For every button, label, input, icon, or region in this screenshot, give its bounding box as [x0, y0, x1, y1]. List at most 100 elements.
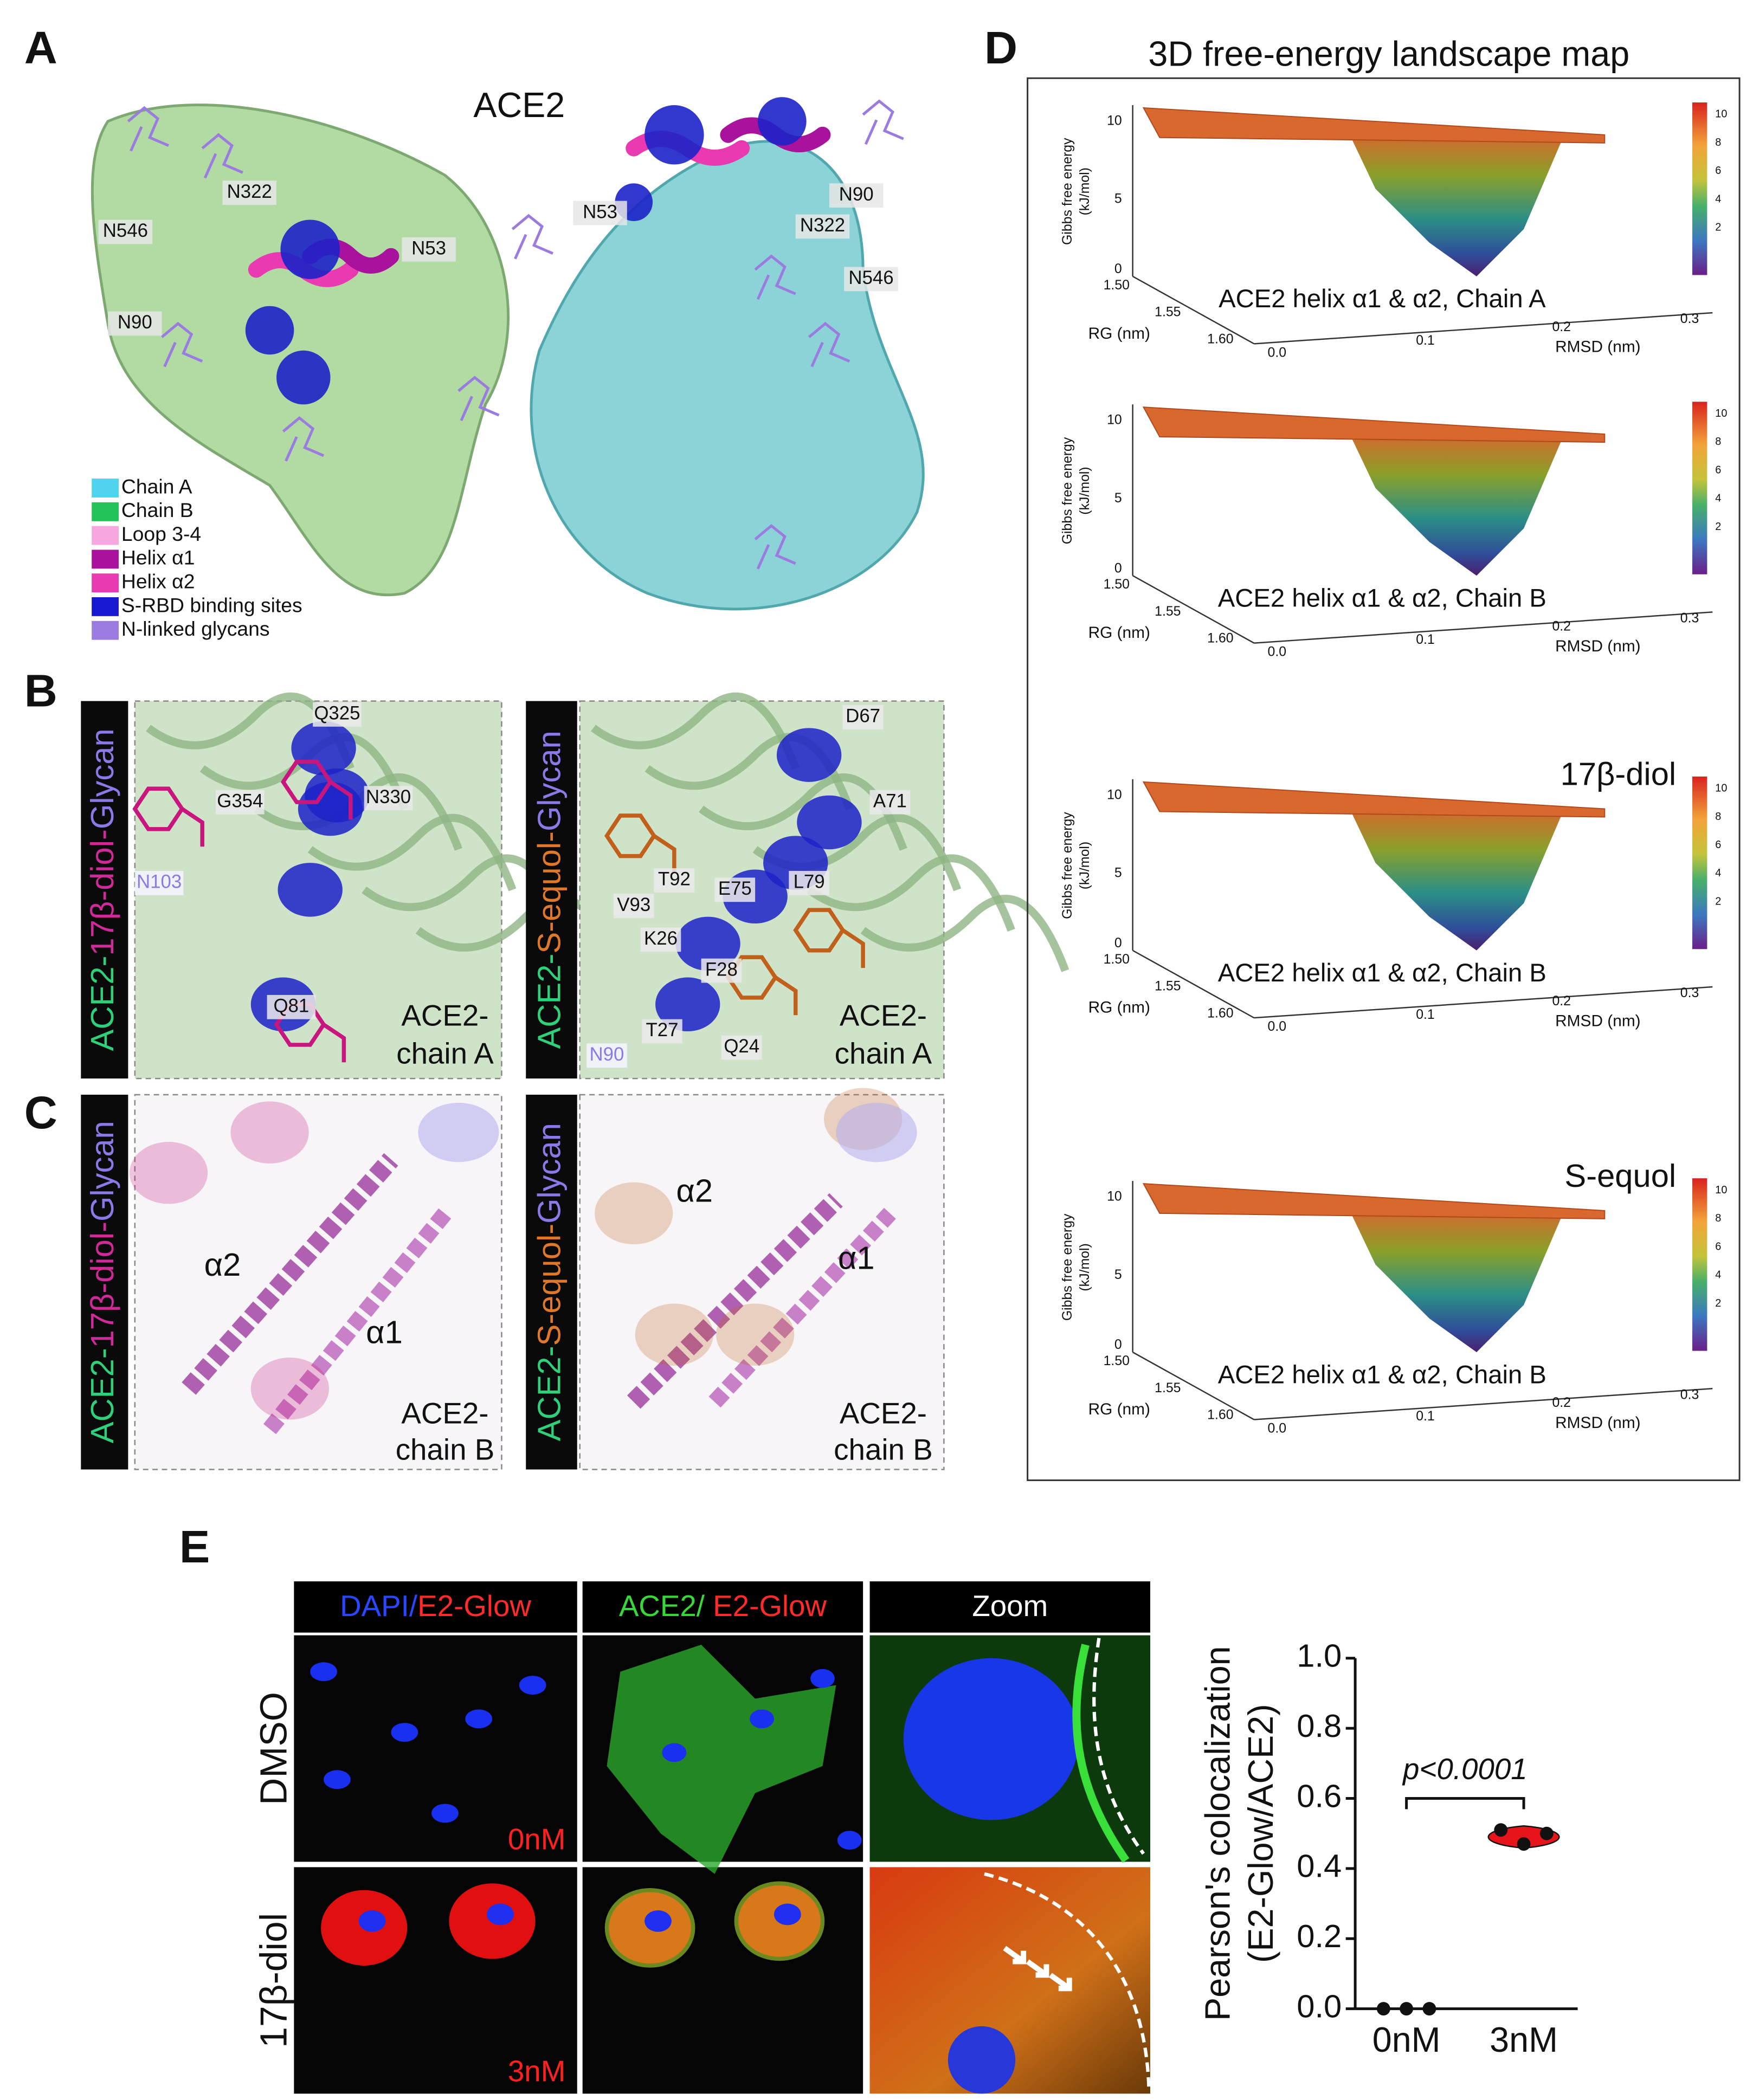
tick-label: 1.55 [1155, 305, 1181, 320]
axis-title: Gibbs free energy [1060, 1213, 1075, 1321]
colorbar [1692, 776, 1707, 949]
ligand [280, 759, 353, 820]
residue-label: F28 [705, 959, 738, 980]
tick-label: 1.60 [1207, 1407, 1233, 1423]
nucleus [645, 1910, 672, 1932]
residue-tag [714, 877, 756, 902]
nucleus [487, 1903, 514, 1925]
axis-title: Gibbs free energy [1060, 437, 1075, 544]
surface-funnel [1348, 132, 1564, 276]
legend-label: Helix α1 [121, 546, 195, 569]
tick-label: 0.3 [1680, 1387, 1699, 1402]
residue-tag [364, 786, 413, 811]
legend-label: S-RBD binding sites [121, 593, 302, 616]
residue-label: N90 [590, 1044, 624, 1065]
residue-tag [313, 702, 362, 727]
tick-label: 0.0 [1268, 345, 1287, 360]
nucleus [948, 2026, 1016, 2094]
residue-label: Q325 [314, 703, 360, 724]
tick-label: 0.1 [1416, 632, 1435, 647]
column-header-part: DAPI/ [340, 1589, 418, 1623]
binding-site [797, 795, 862, 850]
column-header-part: E2-Glow [417, 1589, 531, 1623]
dose-label: 0nM [508, 1823, 565, 1856]
nucleus [837, 1831, 862, 1850]
chain-a-structure [530, 140, 925, 611]
legend-swatch [92, 573, 119, 593]
residue-tag [573, 201, 627, 225]
panel-title: 3D free-energy landscape map [1148, 34, 1629, 74]
side-bar [526, 701, 577, 1079]
arrow [1003, 1946, 1027, 1965]
helix-label: α2 [676, 1172, 713, 1209]
colorbar-tick: 8 [1715, 436, 1721, 448]
tick-label: 1.55 [1155, 604, 1181, 619]
tick-label: 0.2 [1552, 1395, 1571, 1410]
residue-tag [222, 180, 276, 205]
nucleus [431, 1804, 459, 1823]
arrow [1049, 1973, 1072, 1992]
tick-label: 10 [1107, 1189, 1122, 1204]
tick-label: 10 [1107, 787, 1122, 802]
surface-plane [1142, 406, 1606, 443]
annotation: p<0.0001 [1402, 1752, 1528, 1786]
colorbar-tick: 8 [1715, 137, 1721, 148]
row-label: 17β-diol [252, 1913, 294, 2048]
glycan [457, 376, 500, 422]
axis-title: RMSD (nm) [1555, 338, 1641, 356]
tick-label: 0.0 [1268, 644, 1287, 660]
glycan [511, 214, 553, 260]
axis [1254, 986, 1713, 1019]
colorbar-tick: 4 [1715, 867, 1721, 879]
side-bar [526, 1094, 577, 1470]
colorbar-tick: 6 [1715, 1240, 1721, 1252]
side-bar [81, 701, 128, 1079]
glycan [862, 99, 904, 145]
residue-tag [842, 705, 884, 729]
nucleus [774, 1903, 801, 1925]
significance-bracket [1405, 1797, 1525, 1810]
residue-label: N90 [839, 184, 874, 205]
x-tick-label: 3nM [1490, 2020, 1558, 2059]
residue-tag [789, 871, 829, 895]
tile-caption: ACE2- [401, 1396, 488, 1430]
tick-label: 1.50 [1104, 577, 1130, 592]
tick-label: 1.60 [1207, 1005, 1233, 1020]
tick-label: 1.50 [1104, 1353, 1130, 1368]
y-tick-label: 1.0 [1297, 1638, 1342, 1674]
ligand [725, 955, 798, 1016]
helix-label: α2 [204, 1246, 241, 1283]
ligand [716, 1303, 795, 1366]
y-tick-label: 0.6 [1297, 1778, 1342, 1814]
binding-site [280, 219, 340, 279]
residue-tag [829, 183, 884, 208]
x-tick-label: 0nM [1372, 2020, 1441, 2059]
tick-label: 0.1 [1416, 1408, 1435, 1424]
tick-label: 5 [1114, 1267, 1122, 1282]
panel-frame [1027, 77, 1741, 1481]
ligand [635, 1303, 713, 1366]
tick-label: 1.55 [1155, 979, 1181, 994]
legend-swatch [92, 526, 119, 545]
helix [708, 1207, 896, 1408]
side-label-part: ACE2- [531, 1346, 567, 1442]
side-label-part: S-equol- [531, 831, 567, 954]
residue-label: K26 [644, 928, 678, 949]
side-label-part: Glycan [84, 728, 120, 829]
ligand [250, 1358, 330, 1420]
residue-label: A71 [873, 790, 907, 811]
glycan [808, 321, 850, 367]
nucleus [519, 1676, 546, 1695]
ribbon [807, 854, 1015, 932]
panel-label: D [984, 22, 1017, 73]
data-point [1539, 1826, 1554, 1840]
residue-label: N322 [227, 181, 272, 202]
residue-tag [587, 1043, 627, 1068]
axis-title: RMSD (nm) [1555, 1414, 1641, 1432]
colorbar-tick: 8 [1715, 1212, 1721, 1224]
axis-title: RMSD (nm) [1555, 637, 1641, 655]
axis-title: RG (nm) [1088, 325, 1150, 343]
surface-funnel [1348, 431, 1564, 576]
side-label-part: ACE2- [84, 956, 120, 1051]
